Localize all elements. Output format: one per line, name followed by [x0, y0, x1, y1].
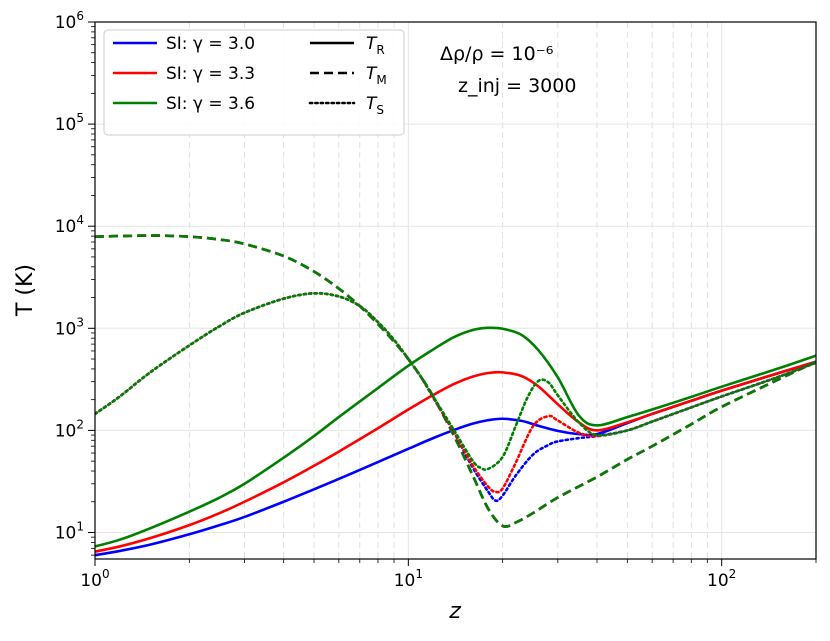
series-layer	[95, 234, 816, 557]
series-line-solid-1	[95, 360, 816, 553]
y-tick-label: 106	[55, 9, 84, 33]
legend-style-label: TS	[366, 94, 384, 117]
legend-color-label: SI: γ = 3.6	[166, 94, 255, 114]
annotation-injection-redshift: z_inj = 3000	[458, 75, 576, 97]
legend-color-label: SI: γ = 3.3	[166, 64, 255, 84]
plot-frame	[94, 21, 817, 560]
ticks: 100 101 102 101 102 103 104 105 106	[55, 9, 817, 591]
legend-entries: SI: γ = 3.0 SI: γ = 3.3 SI: γ = 3.6 TR TM TS	[113, 34, 387, 117]
legend-color-label: SI: γ = 3.0	[166, 34, 255, 54]
y-tick-label: 101	[55, 519, 84, 543]
legend-style-label: TR	[366, 34, 385, 57]
x-tick-label: 102	[707, 567, 736, 591]
y-axis-label: T (K)	[13, 264, 38, 317]
x-tick-label: 101	[394, 567, 423, 591]
series-body	[95, 234, 816, 557]
legend-style-label: TM	[366, 64, 387, 87]
series-line-dotted-8	[95, 291, 816, 472]
x-axis-label: z	[448, 599, 461, 624]
series-line-solid-2	[95, 326, 816, 548]
x-tick-label: 100	[80, 567, 109, 591]
legend: SI: γ = 3.0 SI: γ = 3.3 SI: γ = 3.6 TR TM TS	[103, 29, 405, 136]
legend-box	[103, 29, 405, 136]
annotation-perturbation: Δρ/ρ = 10⁻⁶	[440, 43, 553, 65]
y-tick-label: 105	[55, 111, 84, 135]
annotation: Δρ/ρ = 10⁻⁶ z_inj = 3000	[440, 43, 576, 97]
y-tick-label: 102	[55, 417, 84, 441]
y-tick-label: 104	[55, 213, 84, 237]
y-tick-label: 103	[55, 315, 84, 339]
